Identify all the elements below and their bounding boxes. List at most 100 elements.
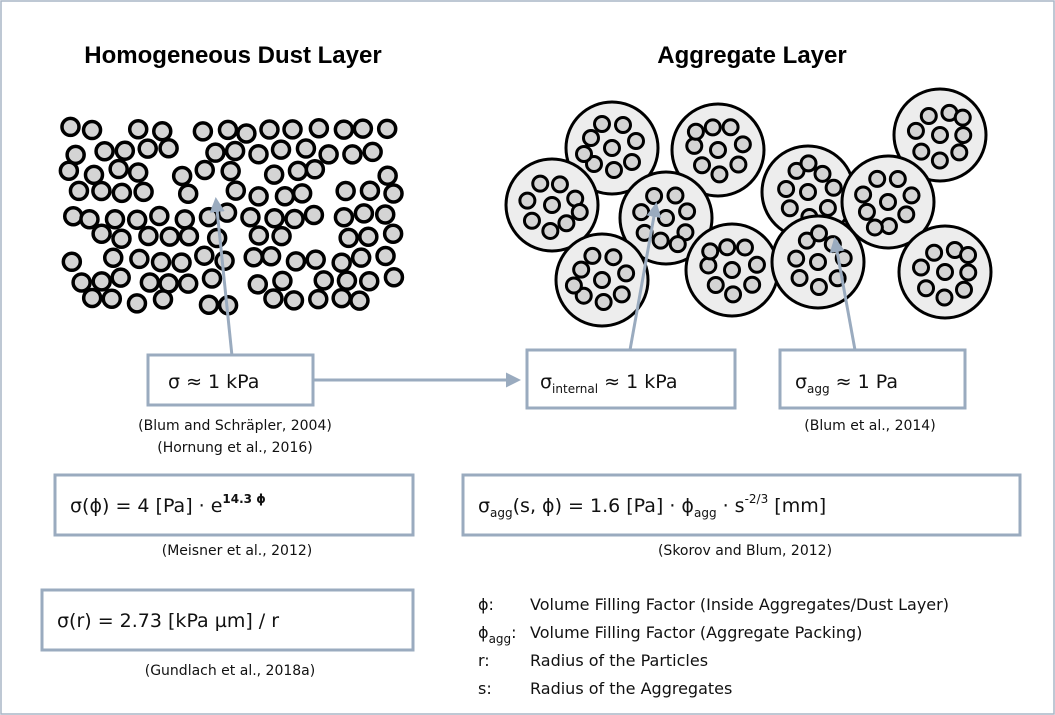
particle [68, 180, 90, 202]
particle [62, 205, 84, 227]
legend: ϕ: Volume Filling Factor (Inside Aggregat… [478, 595, 949, 698]
particle [83, 164, 105, 186]
particle [192, 121, 214, 142]
formula-sub: internal [552, 382, 598, 396]
particle [623, 153, 641, 171]
box [461, 473, 1022, 537]
box [146, 353, 315, 407]
particle [950, 143, 969, 162]
particle [383, 266, 405, 288]
legend-key: ϕ: [478, 595, 494, 614]
particle [259, 119, 280, 140]
particle [260, 246, 282, 267]
particle [102, 247, 124, 269]
particle [813, 164, 832, 183]
particle [912, 258, 931, 277]
particle [724, 285, 743, 304]
particle [81, 287, 103, 309]
particle [787, 249, 806, 268]
particle [678, 202, 697, 221]
particle [270, 139, 292, 160]
particle [906, 121, 925, 140]
particle [657, 209, 675, 227]
particle [930, 151, 949, 170]
particle [541, 221, 560, 240]
particle [272, 270, 293, 292]
particle [954, 126, 973, 145]
particle [693, 156, 712, 175]
particle [723, 261, 741, 279]
particle [158, 137, 179, 159]
legend-key: r: [478, 651, 490, 670]
particle [604, 248, 623, 267]
particle [137, 138, 158, 159]
particle [931, 126, 949, 144]
particle [564, 276, 583, 295]
particle [178, 226, 200, 247]
particle [81, 119, 103, 141]
particle [879, 193, 897, 211]
particle [236, 123, 257, 144]
particle [101, 288, 123, 309]
particle [824, 178, 843, 197]
formula-sub: agg [807, 382, 830, 396]
particle [217, 119, 239, 141]
particle [152, 289, 174, 310]
particle [318, 144, 339, 165]
particle [799, 183, 817, 201]
particle [295, 138, 317, 159]
particle [522, 211, 541, 230]
particle [935, 288, 954, 307]
formula-part: σ(r) = 2.73 [kPa µm] / r [57, 610, 279, 632]
particle [627, 132, 645, 150]
title-right: Aggregate Layer [657, 42, 846, 69]
particle [214, 250, 235, 272]
particle [342, 144, 363, 165]
formula-sup: 14.3 ϕ [222, 492, 265, 506]
particle [865, 218, 884, 237]
particle [376, 118, 398, 140]
particle [248, 186, 269, 207]
particle [743, 275, 762, 294]
formula-part: σ [478, 495, 490, 517]
citation: (Skorov and Blum, 2012) [658, 543, 832, 559]
particle [735, 238, 754, 257]
box [525, 348, 737, 410]
particle [304, 159, 326, 180]
particle [645, 187, 664, 206]
particle [111, 182, 133, 204]
particle [308, 288, 329, 310]
citation: (Meisner et al., 2012) [162, 543, 313, 559]
particle [91, 180, 112, 202]
particle [133, 181, 154, 203]
arrow [829, 237, 857, 351]
particle [127, 162, 149, 183]
particle [108, 158, 129, 180]
formula-sub: agg [490, 506, 513, 520]
particle [374, 204, 396, 225]
particle [729, 155, 748, 174]
particle [710, 165, 729, 184]
particle [666, 186, 685, 205]
particle [205, 142, 226, 163]
particle [854, 185, 873, 204]
formula-part: σ(ϕ) = 4 [Pa] · e [70, 495, 222, 517]
particle [126, 293, 148, 314]
particle [603, 139, 621, 157]
formula-sub: agg [694, 506, 717, 520]
formula: σagg(s, ϕ) = 1.6 [Pa] · ϕagg · s-2/3 [mm… [478, 492, 826, 520]
title-left: Homogeneous Dust Layer [84, 42, 381, 69]
arrow [628, 202, 662, 351]
particle [224, 140, 246, 162]
formula: σ(ϕ) = 4 [Pa] · e14.3 ϕ [70, 492, 266, 517]
particle [79, 208, 100, 230]
particle [60, 116, 81, 138]
particle [139, 272, 161, 293]
formula-part: σ [540, 371, 552, 393]
particle [614, 116, 632, 134]
particle [201, 268, 223, 289]
particle [274, 185, 296, 207]
particle [111, 228, 132, 250]
particle [809, 253, 827, 271]
